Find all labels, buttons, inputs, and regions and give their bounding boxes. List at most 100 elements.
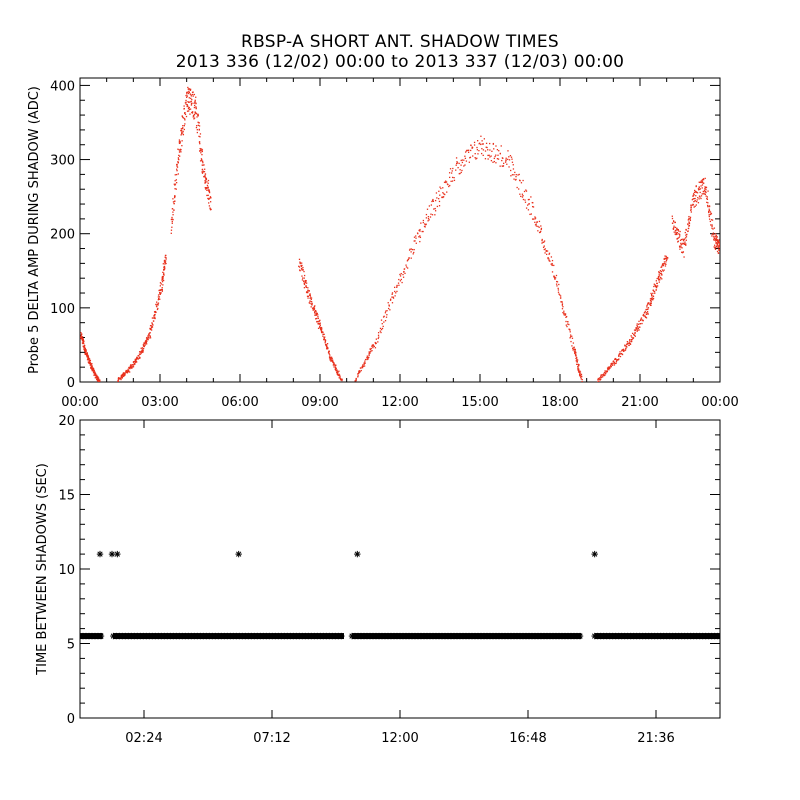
data-point — [407, 259, 409, 261]
data-point — [659, 272, 662, 275]
data-point — [673, 225, 675, 227]
data-point — [301, 264, 303, 267]
data-point — [663, 258, 666, 260]
data-point — [458, 173, 460, 175]
data-point — [204, 181, 207, 184]
data-point — [400, 272, 402, 275]
data-point — [525, 189, 527, 191]
data-point — [568, 328, 570, 330]
data-point — [415, 237, 417, 239]
data-point — [649, 299, 652, 302]
data-point — [431, 214, 434, 216]
data-point — [609, 367, 611, 369]
data-point — [684, 243, 686, 245]
data-point — [138, 357, 140, 359]
data-point — [504, 161, 507, 163]
data-point — [685, 229, 687, 231]
data-point — [177, 148, 179, 150]
data-point — [359, 371, 361, 374]
data-point — [704, 191, 707, 193]
data-point — [538, 220, 541, 223]
data-point — [697, 202, 700, 204]
data-point — [121, 373, 124, 375]
data-point — [422, 230, 424, 233]
data-point — [173, 183, 175, 185]
data-point — [206, 189, 208, 191]
data-point — [471, 147, 473, 149]
data-point — [637, 323, 640, 325]
data-point — [691, 204, 693, 206]
data-point — [165, 257, 167, 259]
data-point — [671, 215, 673, 217]
data-point — [481, 143, 484, 145]
data-point — [210, 197, 212, 199]
data-point — [438, 200, 441, 203]
data-point — [202, 162, 204, 164]
data-point — [665, 263, 667, 265]
data-point — [528, 198, 530, 201]
data-point — [202, 170, 204, 172]
data-point — [626, 343, 629, 345]
data-point — [688, 221, 690, 223]
y-tick-label: 200 — [50, 228, 75, 243]
data-point — [183, 107, 185, 110]
data-point — [363, 365, 366, 367]
data-point — [329, 356, 332, 358]
data-point — [469, 156, 472, 158]
data-point — [460, 159, 462, 162]
data-point — [178, 154, 180, 157]
data-point — [554, 278, 556, 280]
data-point — [419, 230, 421, 232]
data-point — [383, 315, 385, 317]
data-point — [330, 356, 333, 358]
data-point — [442, 196, 444, 199]
data-point — [619, 351, 621, 353]
data-point — [680, 244, 682, 246]
data-point — [477, 153, 479, 155]
x-tick-label: 18:00 — [541, 395, 578, 410]
data-point — [515, 178, 517, 181]
data-point — [84, 353, 87, 356]
data-point — [408, 257, 410, 259]
data-point — [131, 364, 134, 366]
data-point — [694, 205, 696, 207]
data-point — [174, 200, 176, 202]
data-point — [427, 216, 430, 218]
data-point — [311, 304, 313, 306]
data-point — [509, 154, 512, 157]
data-point — [518, 173, 520, 176]
data-point — [315, 314, 317, 316]
data-point — [400, 278, 402, 281]
data-point — [201, 171, 203, 173]
data-point — [375, 338, 377, 340]
data-point — [318, 320, 321, 322]
data-point — [544, 248, 547, 250]
data-point — [652, 295, 655, 298]
data-point — [700, 197, 702, 200]
data-point — [170, 218, 173, 221]
data-point — [526, 204, 529, 206]
data-point — [697, 188, 700, 190]
data-point — [117, 377, 120, 379]
data-point — [563, 313, 565, 315]
data-point — [171, 226, 173, 228]
data-point — [313, 307, 316, 309]
x-tick-label: 21:36 — [637, 731, 674, 746]
data-point — [197, 115, 199, 117]
data-point — [698, 195, 701, 197]
data-point — [477, 140, 479, 142]
data-point — [645, 313, 648, 316]
data-point — [205, 179, 207, 181]
data-point — [647, 303, 649, 305]
data-point — [151, 317, 154, 319]
data-point — [206, 194, 208, 197]
data-point — [147, 338, 149, 340]
data-point — [702, 193, 705, 195]
data-point — [139, 353, 142, 355]
data-point — [636, 323, 638, 325]
data-point — [320, 326, 322, 329]
data-point — [303, 287, 306, 289]
data-point — [428, 205, 431, 207]
y-tick-label: 5 — [67, 638, 75, 653]
data-point — [198, 128, 200, 131]
